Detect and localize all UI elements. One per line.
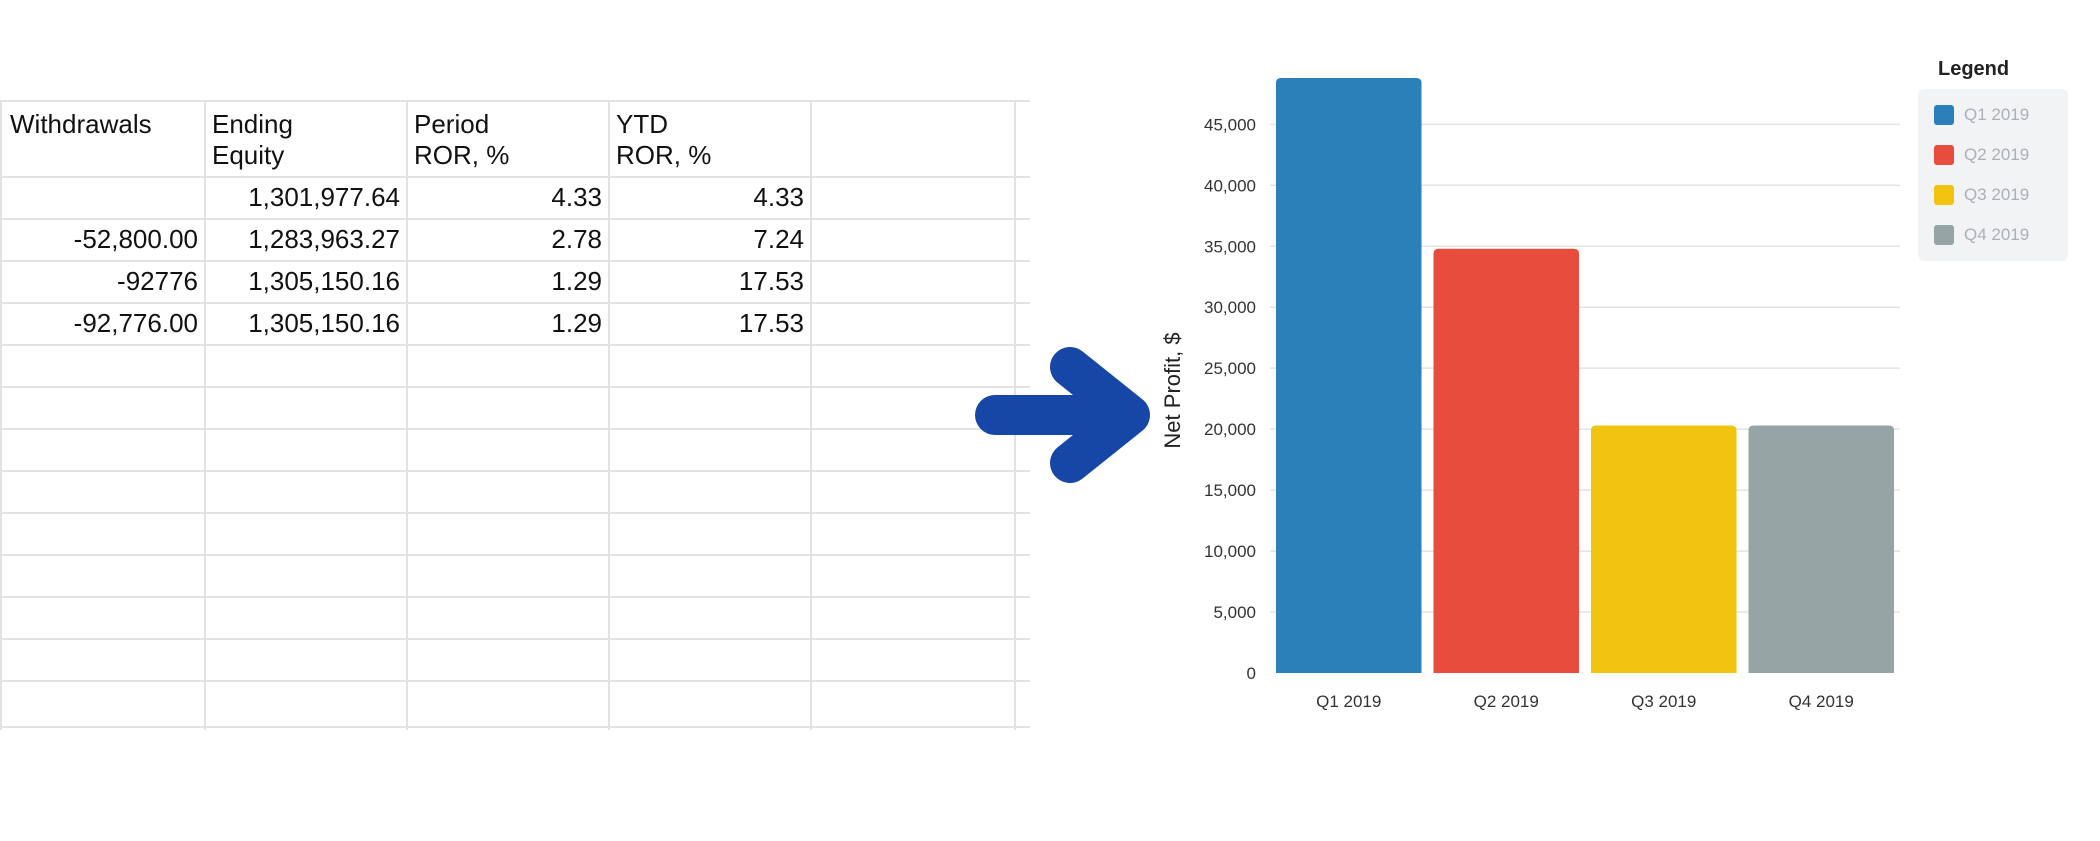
- y-tick-label: 15,000: [1204, 481, 1256, 500]
- arrow-right-icon: [975, 347, 1150, 483]
- y-tick-label: 10,000: [1204, 542, 1256, 561]
- grid-row-line: [0, 470, 1030, 472]
- y-tick-label: 45,000: [1204, 115, 1256, 134]
- bar-chart: 0 5,000 10,000 15,000 20,000 25,000 30,000 35,0…: [1160, 78, 1900, 711]
- grid-row-line: [0, 302, 1030, 304]
- grid-row-line: [0, 512, 1030, 514]
- table-cell[interactable]: 1,305,150.16: [248, 308, 400, 338]
- grid-row-line: [0, 260, 1030, 262]
- legend-item[interactable]: Q4 2019: [1934, 215, 2068, 255]
- grid-col-line: [0, 100, 2, 730]
- table-cell[interactable]: -52,800.00: [73, 224, 198, 254]
- y-tick-label: 40,000: [1204, 176, 1256, 195]
- column-header: ROR, %: [414, 140, 510, 170]
- y-tick-label: 30,000: [1204, 298, 1256, 317]
- grid-row-line: [0, 554, 1030, 556]
- legend-box: Q1 2019 Q2 2019 Q3 2019 Q4 2019: [1918, 89, 2068, 261]
- grid-row-line: [0, 596, 1030, 598]
- column-header: Equity: [212, 140, 285, 170]
- grid-col-line: [406, 100, 408, 730]
- legend-item[interactable]: Q2 2019: [1934, 135, 2068, 175]
- table-cell[interactable]: -92776: [117, 266, 198, 296]
- grid-row-line: [0, 428, 1030, 430]
- legend-swatch: [1934, 145, 1954, 165]
- table-cell[interactable]: 4.33: [753, 182, 804, 212]
- table-cell[interactable]: 1,305,150.16: [248, 266, 400, 296]
- grid-col-line: [608, 100, 610, 730]
- column-header: Withdrawals: [10, 109, 152, 139]
- table-cell[interactable]: 2.78: [551, 224, 602, 254]
- legend-title: Legend: [1938, 58, 2010, 80]
- table-cell[interactable]: 1,301,977.64: [248, 182, 400, 212]
- legend-label: Q1 2019: [1964, 105, 2030, 124]
- y-tick-label: 35,000: [1204, 237, 1256, 256]
- column-header: Period: [414, 109, 490, 139]
- y-tick-label: 25,000: [1204, 359, 1256, 378]
- x-tick-label: Q1 2019: [1316, 692, 1381, 711]
- grid-row-line: [0, 218, 1030, 220]
- y-tick-label: 0: [1247, 664, 1256, 683]
- table-cell[interactable]: 1.29: [551, 266, 602, 296]
- table-cell[interactable]: 17.53: [738, 266, 804, 296]
- column-header: Ending: [212, 109, 293, 139]
- legend-swatch: [1934, 225, 1954, 245]
- grid-row-line: [0, 386, 1030, 388]
- table-cell[interactable]: 7.24: [753, 224, 804, 254]
- legend-label: Q4 2019: [1964, 225, 2030, 244]
- bar-q4-2019: [1748, 425, 1894, 673]
- table-cell[interactable]: 1,283,963.27: [248, 224, 400, 254]
- x-tick-label: Q2 2019: [1474, 692, 1539, 711]
- chart-legend: Legend Q1 2019 Q2 2019 Q3 2019 Q4 2019: [1918, 58, 2068, 261]
- grid-row-line: [0, 344, 1030, 346]
- grid-col-line: [810, 100, 812, 730]
- grid-row-line: [0, 726, 1030, 728]
- legend-label: Q2 2019: [1964, 145, 2030, 164]
- y-tick-label: 20,000: [1204, 420, 1256, 439]
- grid-row-line: [0, 100, 1030, 102]
- table-cell[interactable]: 17.53: [738, 308, 804, 338]
- table-cell[interactable]: 4.33: [551, 182, 602, 212]
- x-tick-label: Q3 2019: [1631, 692, 1696, 711]
- spreadsheet: Withdrawals Ending Equity Period ROR, % YTD RO…: [0, 100, 1030, 730]
- grid-row-line: [0, 176, 1030, 178]
- legend-swatch: [1934, 185, 1954, 205]
- bar-q2-2019: [1433, 248, 1579, 673]
- bar-q1-2019: [1276, 78, 1422, 673]
- legend-swatch: [1934, 105, 1954, 125]
- grid-row-line: [0, 680, 1030, 682]
- table-cell[interactable]: -92,776.00: [73, 308, 198, 338]
- bar-q3-2019: [1591, 425, 1737, 673]
- x-tick-label: Q4 2019: [1789, 692, 1854, 711]
- grid-col-line: [204, 100, 206, 730]
- table-cell[interactable]: 1.29: [551, 308, 602, 338]
- y-tick-label: 5,000: [1213, 603, 1256, 622]
- column-header: YTD: [616, 109, 668, 139]
- y-axis-label: Net Profit, $: [1160, 332, 1185, 448]
- grid-row-line: [0, 638, 1030, 640]
- legend-item[interactable]: Q3 2019: [1934, 175, 2068, 215]
- legend-item[interactable]: Q1 2019: [1934, 95, 2068, 135]
- column-header: ROR, %: [616, 140, 712, 170]
- legend-label: Q3 2019: [1964, 185, 2030, 204]
